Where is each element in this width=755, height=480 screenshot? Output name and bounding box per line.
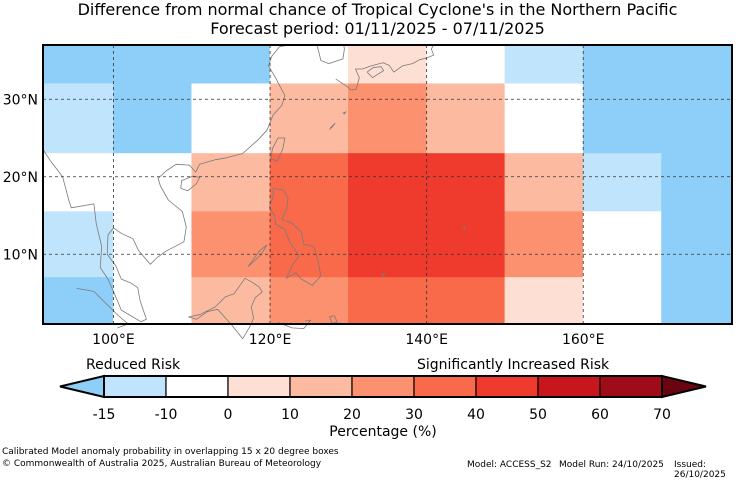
coastline: [329, 122, 336, 130]
anomaly-cell: [582, 153, 662, 212]
colorbar-tick-label: 50: [529, 407, 547, 423]
coastlines: [42, 44, 466, 340]
colorbar-tick-label: 30: [405, 407, 423, 423]
colorbar-tick-label: 20: [343, 407, 361, 423]
longitude-tick-label: 100°E: [92, 332, 135, 348]
colorbar-swatch: [103, 375, 167, 398]
latitude-tick-label: 10°N: [3, 247, 38, 263]
colorbar-swatch: [289, 375, 353, 398]
colorbar-tick-label: 0: [224, 407, 233, 423]
coastline: [316, 44, 345, 64]
longitude-tick-label: 120°E: [249, 332, 292, 348]
anomaly-cell: [269, 153, 349, 212]
colorbar-max-extension: [661, 374, 707, 399]
model-run-date: Model Run: 24/10/2025: [559, 460, 664, 470]
copyright-text: © Commonwealth of Australia 2025, Austra…: [2, 459, 322, 469]
coastline: [42, 44, 290, 323]
anomaly-cell: [582, 211, 662, 278]
forecast-period-subtitle: Forecast period: 01/11/2025 - 07/11/2025: [210, 19, 545, 38]
anomaly-cell: [504, 83, 584, 154]
anomaly-map: 100°E 120°E 140°E 160°E 30°N 20°N 10°N: [3, 44, 733, 348]
coastline: [268, 188, 322, 286]
model-name: Model: ACCESS_S2: [467, 460, 552, 470]
colorbar-tick-label: -15: [93, 407, 116, 423]
anomaly-cell: [661, 277, 733, 325]
anomaly-cell: [269, 83, 349, 154]
anomaly-cell: [113, 277, 193, 325]
anomaly-cells: [42, 44, 733, 325]
coastline: [381, 272, 385, 278]
coastline: [462, 225, 466, 230]
longitude-tick-label: 160°E: [562, 332, 605, 348]
anomaly-cell: [113, 83, 193, 154]
caption-text: Calibrated Model anomaly probability in …: [2, 447, 339, 457]
coastline: [247, 244, 268, 267]
colorbar: -15 -10 0 10 20 30 40 50 60 70 Percentage (%): [59, 374, 707, 440]
colorbar-frame: [103, 375, 663, 398]
colorbar-swatch: [475, 375, 539, 398]
coastline: [270, 137, 286, 162]
axis-ticks: 100°E 120°E 140°E 160°E 30°N 20°N 10°N: [3, 92, 605, 348]
colorbar-swatch: [413, 375, 477, 398]
anomaly-cell: [269, 44, 349, 85]
anomaly-cell: [191, 211, 271, 278]
colorbar-tick-label: 60: [591, 407, 609, 423]
coastline: [277, 319, 312, 329]
anomaly-cell: [661, 153, 733, 212]
anomaly-cell: [426, 83, 506, 154]
coastline: [342, 111, 347, 115]
anomaly-cell: [504, 211, 584, 278]
gridlines: [43, 45, 732, 324]
coastline: [180, 175, 200, 192]
anomaly-cell: [42, 277, 114, 325]
colorbar-axis-label: Percentage (%): [329, 424, 436, 440]
anomaly-cell: [504, 153, 584, 212]
anomaly-cell: [42, 44, 193, 85]
coastline: [366, 66, 384, 78]
colorbar-tick-label: 10: [281, 407, 299, 423]
colorbar-tick-label: 70: [653, 407, 671, 423]
anomaly-cell: [269, 277, 349, 325]
anomaly-cell: [191, 83, 271, 154]
anomaly-cell: [269, 211, 349, 278]
colorbar-tick-label: 40: [467, 407, 485, 423]
latitude-tick-label: 20°N: [3, 170, 38, 186]
chart-title: Difference from normal chance of Tropica…: [77, 0, 678, 19]
latitude-tick-label: 30°N: [3, 92, 38, 108]
colorbar-swatch: [537, 375, 601, 398]
coastline: [335, 44, 435, 91]
map-frame: [42, 44, 733, 325]
anomaly-cell: [42, 153, 193, 212]
reduced-risk-label: Reduced Risk: [86, 357, 181, 373]
colorbar-tick-label: -10: [155, 407, 178, 423]
colorbar-swatch: [599, 375, 663, 398]
anomaly-cell: [582, 277, 662, 325]
colorbar-swatch: [165, 375, 229, 398]
issued-date: Issued: 26/10/2025: [674, 460, 726, 480]
longitude-tick-label: 140°E: [405, 332, 448, 348]
colorbar-min-extension: [59, 374, 105, 399]
coastline: [188, 277, 263, 340]
anomaly-cell: [582, 44, 733, 85]
colorbar-swatch: [227, 375, 291, 398]
anomaly-cell: [582, 83, 733, 154]
increased-risk-label: Significantly Increased Risk: [417, 357, 610, 373]
colorbar-swatch: [351, 375, 415, 398]
anomaly-cell: [348, 83, 427, 154]
